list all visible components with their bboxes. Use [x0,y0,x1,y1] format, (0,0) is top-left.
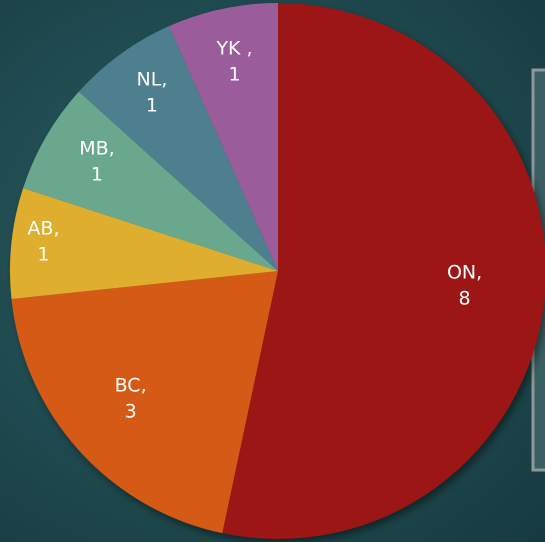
label-value: 1 [228,64,240,86]
label-value: 3 [125,401,137,423]
label-value: 1 [37,243,49,265]
data-label: AB, 1 [27,217,59,265]
pie-slice [222,3,545,539]
label-category: MB, [79,137,114,159]
pie-slice [11,271,278,534]
data-label: ON, 8 [447,262,482,310]
pie-slice [78,26,278,272]
label-category: ON, [447,262,482,284]
label-value: 1 [91,163,103,185]
label-category: YK , [215,38,252,60]
data-label: MB, 1 [79,137,114,185]
label-category: NL, [137,69,168,91]
label-category: AB, [27,217,59,239]
pie-slice [23,91,279,271]
pie [9,3,545,539]
label-value: 1 [146,95,158,117]
label-category: BC, [115,375,147,397]
pie-slice [9,188,278,300]
labels: ON, 8 BC, 3 AB, 1 MB, 1 NL, 1 YK , 1 [27,38,482,423]
data-label: NL, 1 [137,69,168,117]
label-value: 8 [459,288,471,310]
pie-slice [168,3,278,271]
data-label: BC, 3 [115,375,147,423]
data-label: YK , 1 [215,38,252,86]
